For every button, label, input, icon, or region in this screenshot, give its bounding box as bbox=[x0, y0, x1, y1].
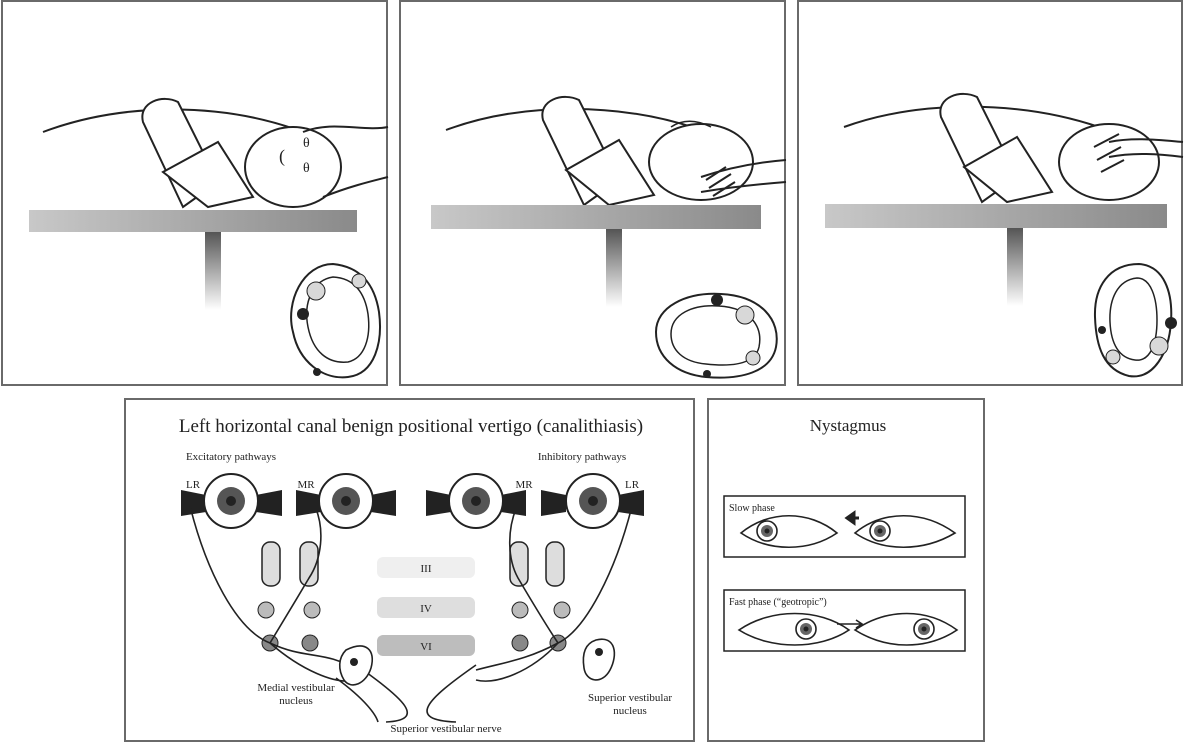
horizontal-canal-diagram bbox=[1093, 262, 1177, 378]
supine-head-center-illustration: ( θ θ bbox=[29, 97, 389, 379]
svg-text:θ: θ bbox=[303, 136, 310, 151]
nystagmus-diagram: Nystagmus Slow phase Fast phase (“geotro… bbox=[723, 416, 966, 652]
fast-phase-eye-right bbox=[853, 612, 959, 646]
position-panel-1: ( θ θ bbox=[1, 0, 389, 386]
panel-title: Left horizontal canal benign positional … bbox=[179, 416, 643, 437]
position-panel-3 bbox=[797, 0, 1184, 386]
superior-vestibular-nucleus-line1: Superior vestibular bbox=[588, 692, 672, 704]
superior-vestibular-nerve-label: Superior vestibular nerve bbox=[390, 723, 501, 735]
svg-text:θ: θ bbox=[303, 161, 310, 176]
slow-phase-label: Slow phase bbox=[729, 503, 775, 514]
fast-phase-label: Fast phase (“geotropic”) bbox=[729, 597, 827, 608]
eye-right-2 bbox=[541, 473, 644, 529]
svg-text:(: ( bbox=[279, 146, 285, 167]
eye-left-1 bbox=[181, 473, 282, 529]
eye-left-2 bbox=[296, 473, 396, 529]
nucleus-band-iv bbox=[377, 597, 475, 618]
medial-vestibular-nucleus-line1: Medial vestibular bbox=[257, 682, 335, 694]
horizontal-canal-diagram bbox=[654, 292, 778, 379]
muscle-label-mr-left: MR bbox=[297, 479, 315, 491]
muscle-label-lr-right: LR bbox=[625, 479, 640, 491]
muscle-label-mr-right: MR bbox=[515, 479, 533, 491]
slow-phase-eye-left bbox=[739, 515, 839, 548]
nucleus-label-vi: VI bbox=[420, 641, 432, 653]
nucleus-band-iii bbox=[377, 557, 475, 578]
excitatory-label: Excitatory pathways bbox=[186, 451, 276, 463]
medial-vestibular-nucleus-line2: nucleus bbox=[279, 695, 313, 707]
slow-phase-eye-right bbox=[853, 515, 957, 548]
inhibitory-label: Inhibitory pathways bbox=[538, 451, 626, 463]
position-panel-2 bbox=[399, 0, 787, 386]
head-turned-left-illustration bbox=[825, 92, 1184, 378]
nucleus-label-iii: III bbox=[421, 563, 432, 575]
horizontal-canal-diagram bbox=[290, 262, 381, 379]
nystagmus-panel: Nystagmus Slow phase Fast phase (“geotro… bbox=[707, 398, 985, 742]
superior-vestibular-nucleus-line2: nucleus bbox=[613, 705, 647, 717]
nucleus-band-vi bbox=[377, 635, 475, 656]
head-turned-right-illustration bbox=[431, 95, 787, 379]
muscle-label-lr-left: LR bbox=[186, 479, 201, 491]
nystagmus-title: Nystagmus bbox=[810, 416, 887, 435]
fast-phase-eye-left bbox=[737, 612, 851, 646]
neural-pathways bbox=[189, 503, 633, 723]
slow-phase-arrow-icon bbox=[844, 510, 859, 526]
vestibulo-ocular-pathway-diagram: Left horizontal canal benign positional … bbox=[179, 416, 672, 735]
canalithiasis-pathway-panel: Left horizontal canal benign positional … bbox=[124, 398, 695, 742]
nucleus-label-iv: IV bbox=[420, 603, 432, 615]
fast-phase-arrow-icon bbox=[837, 619, 864, 629]
eye-right-1 bbox=[426, 473, 526, 529]
